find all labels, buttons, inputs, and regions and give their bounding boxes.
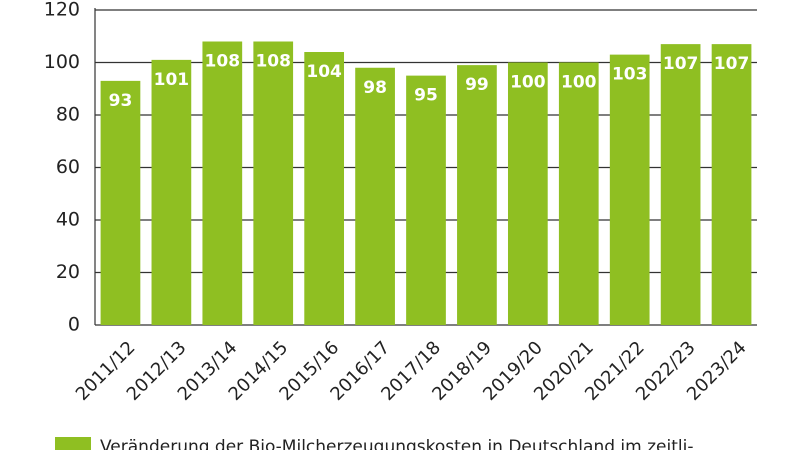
bar xyxy=(507,62,548,325)
bar xyxy=(558,62,599,325)
bar xyxy=(253,41,294,325)
bar xyxy=(609,54,650,325)
y-tick-label: 120 xyxy=(44,0,80,21)
y-tick-label: 20 xyxy=(56,261,80,283)
bar xyxy=(304,52,345,325)
data-label: 108 xyxy=(255,52,291,72)
bar xyxy=(660,44,701,325)
data-label: 99 xyxy=(465,75,489,95)
legend-swatch xyxy=(55,437,91,450)
bar xyxy=(457,65,497,325)
data-label: 100 xyxy=(510,73,546,93)
data-label: 98 xyxy=(363,78,387,98)
data-label: 107 xyxy=(663,54,699,74)
data-label: 101 xyxy=(154,70,190,90)
bar xyxy=(151,59,192,325)
data-label: 93 xyxy=(109,91,133,111)
data-label: 104 xyxy=(306,62,342,82)
bar xyxy=(355,67,395,325)
legend-label: Veränderung der Bio-Milcherzeugungskoste… xyxy=(100,437,693,450)
y-tick-label: 60 xyxy=(56,156,80,178)
data-label: 103 xyxy=(612,65,648,85)
bar xyxy=(711,44,752,325)
y-tick-label: 40 xyxy=(56,209,80,231)
bar xyxy=(202,41,243,325)
y-tick-label: 80 xyxy=(56,104,80,126)
data-label: 108 xyxy=(205,52,241,72)
data-label: 100 xyxy=(561,73,597,93)
data-label: 107 xyxy=(714,54,750,74)
y-tick-label: 100 xyxy=(44,51,80,73)
data-label: 95 xyxy=(414,86,438,106)
bar xyxy=(100,80,141,325)
bar xyxy=(406,75,446,325)
y-tick-label: 0 xyxy=(68,314,80,336)
